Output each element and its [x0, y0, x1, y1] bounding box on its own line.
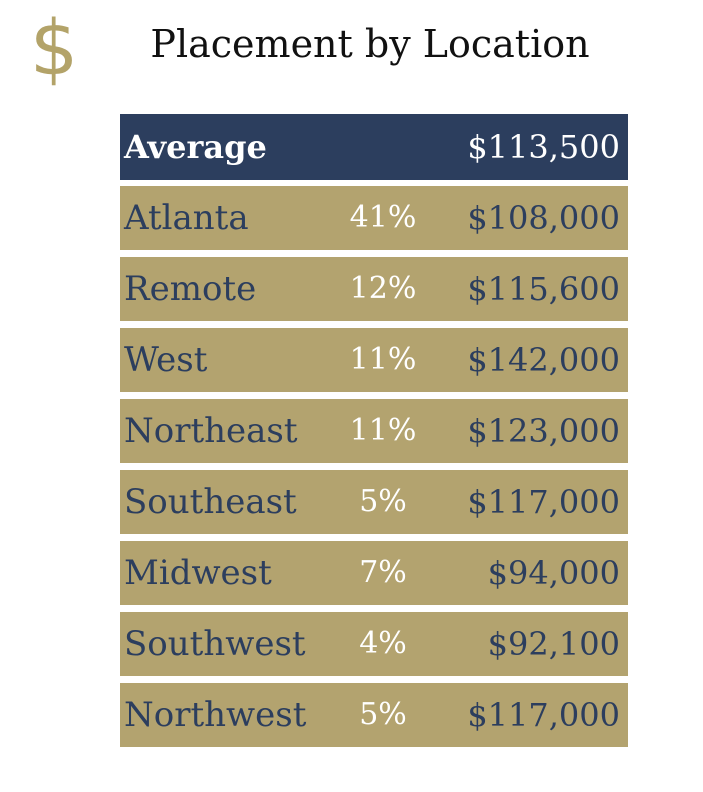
dollar-sign-icon: $: [29, 3, 79, 92]
location-row: Southeast 5% $117,000: [120, 470, 628, 534]
location-salary: $117,000: [467, 696, 620, 734]
location-percent: 11%: [349, 342, 417, 377]
location-row: West 11% $142,000: [120, 328, 628, 392]
location-row: Atlanta 41% $108,000: [120, 186, 628, 250]
location-name: Northeast: [124, 411, 298, 451]
location-salary: $94,000: [487, 554, 620, 592]
average-salary: $113,500: [467, 128, 620, 166]
location-row: Remote 12% $115,600: [120, 257, 628, 321]
location-name: Remote: [124, 269, 257, 309]
location-name: West: [124, 340, 208, 380]
location-percent: 7%: [359, 555, 407, 590]
location-name: Southeast: [124, 482, 297, 522]
location-percent: 41%: [349, 200, 417, 235]
location-name: Southwest: [124, 624, 306, 664]
average-row: Average $113,500: [120, 114, 628, 180]
location-name: Northwest: [124, 695, 307, 735]
location-percent: 11%: [349, 413, 417, 448]
location-percent: 12%: [349, 271, 417, 306]
location-salary: $115,600: [467, 270, 620, 308]
location-name: Midwest: [124, 553, 272, 593]
location-name: Atlanta: [124, 198, 249, 238]
location-salary: $117,000: [467, 483, 620, 521]
chart-title: Placement by Location: [150, 22, 590, 66]
location-row: Southwest 4% $92,100: [120, 612, 628, 676]
average-label: Average: [124, 128, 267, 166]
location-salary: $92,100: [487, 625, 620, 663]
location-salary: $108,000: [467, 199, 620, 237]
location-row: Northeast 11% $123,000: [120, 399, 628, 463]
location-percent: 5%: [359, 697, 407, 732]
location-percent: 5%: [359, 484, 407, 519]
location-row: Northwest 5% $117,000: [120, 683, 628, 747]
location-percent: 4%: [359, 626, 407, 661]
location-row: Midwest 7% $94,000: [120, 541, 628, 605]
location-rows: Atlanta 41% $108,000 Remote 12% $115,600 West 1…: [120, 186, 628, 747]
location-salary: $123,000: [467, 412, 620, 450]
location-salary: $142,000: [467, 341, 620, 379]
placement-table: Average $113,500 Atlanta 41% $108,000 Remot…: [120, 114, 628, 754]
